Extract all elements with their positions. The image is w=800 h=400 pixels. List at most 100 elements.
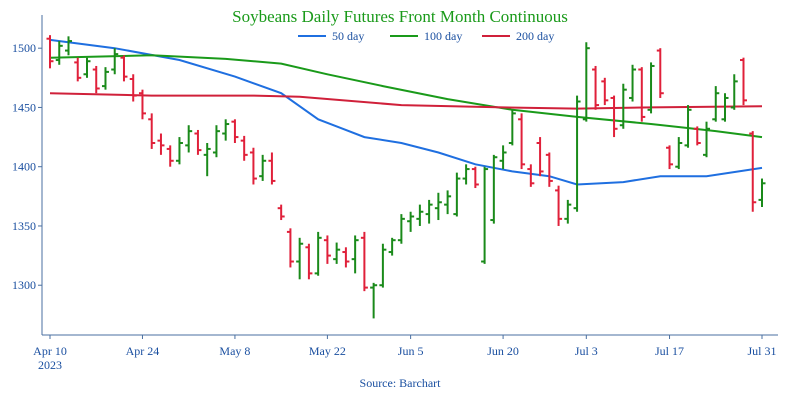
ohlc-bar [212, 125, 220, 158]
y-tick-label: 1300 [12, 278, 36, 292]
ohlc-bar [129, 74, 137, 102]
x-tick-label: May 22 [309, 344, 346, 358]
ohlc-bar [564, 199, 572, 224]
ohlc-bar [148, 113, 156, 149]
ohlc-bar [120, 55, 128, 82]
ohlc-bar [268, 152, 276, 185]
ohlc-bar [231, 119, 239, 143]
ohlc-bar [573, 95, 581, 212]
ohlc-bar [138, 89, 146, 120]
ohlc-bar [407, 211, 415, 232]
ohlc-bar [758, 178, 766, 207]
x-tick-label-line: 2023 [38, 358, 62, 372]
ohlc-bar [175, 137, 183, 165]
x-tick-label: Jun 5 [398, 344, 424, 358]
ohlc-bar [490, 154, 498, 224]
ohlc-bar [203, 143, 211, 177]
ohlc-bar [185, 125, 193, 153]
ohlc-bar [259, 154, 267, 181]
ohlc-bar [397, 214, 405, 244]
ohlc-bar [703, 121, 711, 158]
ohlc-bar [101, 67, 109, 90]
x-tick-label: Jul 3 [575, 344, 598, 358]
ohlc-bar [582, 42, 590, 122]
ohlc-bar [286, 228, 294, 268]
ohlc-bar [55, 41, 63, 65]
ohlc-bar [46, 35, 54, 69]
ma-line [49, 92, 763, 110]
x-tick-label-line: Jun 5 [398, 344, 424, 358]
ohlc-bar [434, 192, 442, 221]
ohlc-bar [730, 74, 738, 110]
ohlc-bar [333, 242, 341, 264]
x-tick-label-line: Jul 3 [575, 344, 598, 358]
ohlc-bar [675, 137, 683, 170]
ohlc-bar [610, 95, 618, 138]
ohlc-bar [370, 282, 378, 319]
legend-label: 100 day [424, 29, 462, 43]
x-tick-label-line: Apr 24 [126, 344, 160, 358]
ohlc-bar [555, 185, 563, 226]
x-tick-label-line: Apr 10 [33, 344, 67, 358]
ohlc-bar [323, 235, 331, 264]
ohlc-bar [277, 204, 285, 221]
ohlc-bar [342, 247, 350, 268]
ohlc-bar [157, 133, 165, 155]
ohlc-bar [351, 235, 359, 274]
ohlc-bar [629, 64, 637, 102]
ohlc-bar [305, 243, 313, 280]
ohlc-bar [74, 57, 82, 82]
x-tick-label-line: May 22 [309, 344, 346, 358]
ohlc-bar [388, 237, 396, 256]
ohlc-bar [453, 172, 461, 217]
ohlc-bar [536, 137, 544, 177]
ohlc-bar [249, 147, 257, 185]
x-tick-label: Jul 31 [747, 344, 776, 358]
ohlc-bar [194, 129, 202, 155]
x-tick-label-line: Jul 17 [655, 344, 684, 358]
ohlc-bar [416, 204, 424, 226]
ohlc-bar [656, 48, 664, 98]
x-tick-label: Apr 24 [126, 344, 160, 358]
ohlc-bar [508, 109, 516, 146]
ohlc-bar [721, 93, 729, 122]
ohlc-bar [444, 190, 452, 215]
ohlc-bar [166, 145, 174, 167]
ohlc-bar [518, 113, 526, 170]
x-tick-label-line: Jun 20 [487, 344, 519, 358]
ohlc-bar [92, 65, 100, 94]
ohlc-bar [240, 135, 248, 161]
source-note: Source: Barchart [360, 376, 442, 390]
ohlc-bar [379, 243, 387, 288]
x-tick-label-line: Jul 31 [747, 344, 776, 358]
y-tick-label: 1500 [12, 41, 36, 55]
ohlc-bar [666, 145, 674, 170]
ohlc-bar [481, 166, 489, 264]
ohlc-bar [647, 62, 655, 114]
ohlc-bar [527, 164, 535, 187]
x-tick-label-line: May 8 [219, 344, 250, 358]
x-tick-label: Jun 20 [487, 344, 519, 358]
ma-line [49, 54, 763, 139]
ohlc-bar [601, 77, 609, 106]
ohlc-bar [619, 83, 627, 129]
ohlc-bar [693, 126, 701, 146]
ohlc-bar [83, 57, 91, 78]
ohlc-bar [222, 119, 230, 141]
ohlc-bar [684, 105, 692, 148]
ohlc-bar [425, 199, 433, 224]
ohlc-bar [296, 237, 304, 280]
ohlc-bar [749, 131, 757, 212]
ohlc-bar [64, 36, 72, 56]
y-tick-label: 1400 [12, 160, 36, 174]
ohlc-bar [638, 67, 646, 122]
chart-title: Soybeans Daily Futures Front Month Conti… [232, 7, 568, 26]
x-tick-label: May 8 [219, 344, 250, 358]
ohlc-bar [592, 65, 600, 110]
ohlc-bar [462, 164, 470, 185]
ohlc-bar [314, 231, 322, 276]
ohlc-bar [740, 57, 748, 106]
ma-line [49, 38, 763, 186]
ohlc-bar [360, 231, 368, 292]
